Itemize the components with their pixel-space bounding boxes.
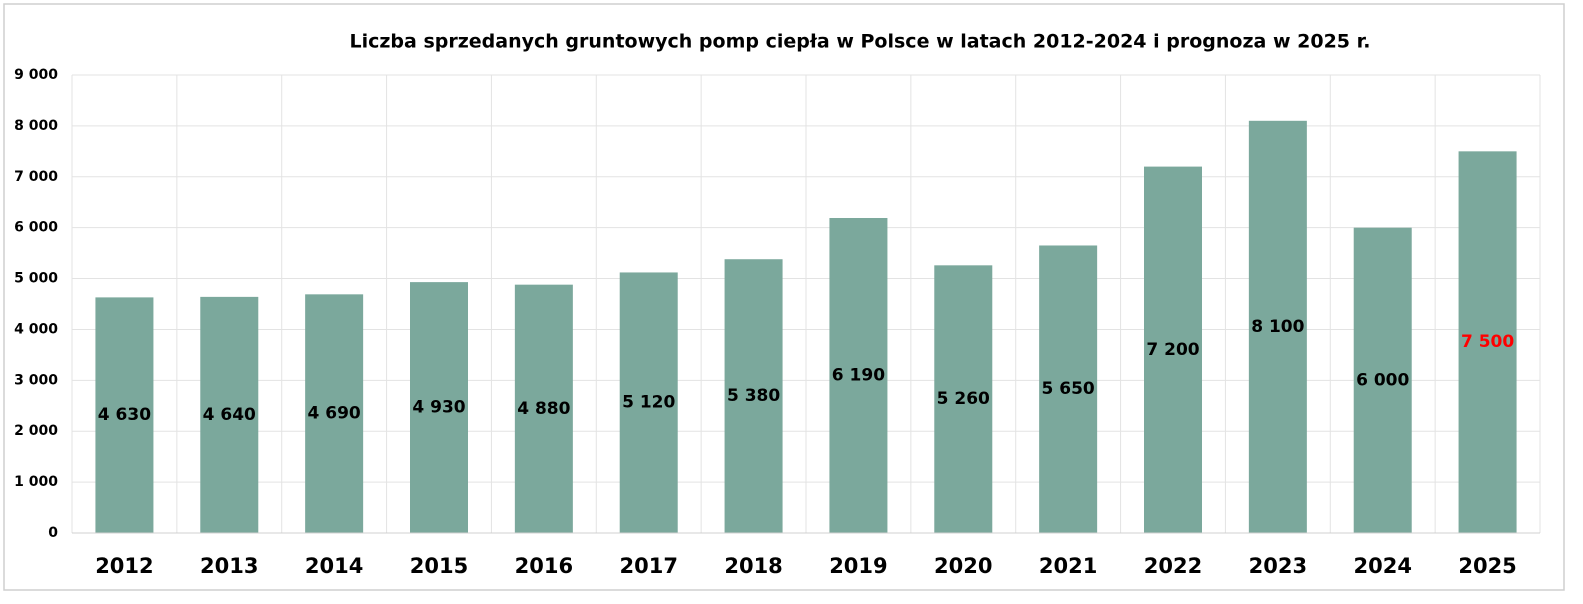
bar: [934, 265, 993, 533]
x-tick-label: 2020: [934, 554, 992, 578]
value-label: 5 120: [622, 393, 675, 413]
y-tick-label: 9 000: [14, 67, 58, 83]
x-tick-label: 2013: [200, 554, 258, 578]
x-tick-label: 2024: [1353, 554, 1411, 578]
chart-title: Liczba sprzedanych gruntowych pomp ciepł…: [349, 31, 1370, 53]
y-tick-label: 1 000: [14, 474, 58, 490]
bar: [1248, 120, 1307, 534]
bar: [305, 294, 364, 533]
bar: [829, 217, 888, 533]
value-label: 4 690: [308, 404, 361, 424]
bar: [410, 282, 468, 533]
x-tick-label: 2017: [619, 554, 677, 578]
x-tick-label: 2021: [1039, 554, 1097, 578]
bar: [514, 284, 573, 533]
value-label: 7 500: [1461, 332, 1514, 352]
y-tick-label: 2 000: [14, 423, 58, 439]
x-tick-label: 2023: [1249, 554, 1307, 578]
y-tick-label: 8 000: [14, 118, 58, 134]
y-tick-label: 6 000: [14, 220, 58, 236]
value-label: 4 630: [98, 405, 151, 425]
x-tick-label: 2018: [724, 554, 782, 578]
bar: [1353, 227, 1412, 533]
bar: [1144, 166, 1202, 533]
x-tick-label: 2025: [1458, 554, 1516, 578]
value-label: 4 880: [517, 399, 570, 419]
value-label: 5 380: [727, 386, 780, 406]
value-label: 4 930: [412, 398, 465, 418]
y-tick-label: 7 000: [14, 169, 58, 185]
x-tick-label: 2015: [410, 554, 468, 578]
value-label: 4 640: [203, 405, 256, 425]
y-tick-label: 5 000: [14, 271, 58, 287]
bar: [619, 272, 678, 533]
bar: [200, 296, 259, 533]
x-tick-label: 2014: [305, 554, 363, 578]
x-tick-label: 2022: [1144, 554, 1202, 578]
bar: [95, 297, 154, 533]
y-tick-label: 0: [48, 525, 58, 541]
x-tick-label: 2012: [95, 554, 153, 578]
bar: [1458, 151, 1517, 534]
y-tick-label: 3 000: [14, 372, 58, 388]
x-tick-label: 2016: [515, 554, 573, 578]
value-label: 8 100: [1251, 317, 1304, 337]
value-label: 5 260: [937, 389, 990, 409]
bar: [1039, 245, 1098, 533]
y-tick-label: 4 000: [14, 321, 58, 337]
value-label: 5 650: [1042, 379, 1095, 399]
value-label: 7 200: [1146, 340, 1199, 360]
value-label: 6 000: [1356, 370, 1409, 390]
bar: [724, 259, 783, 533]
x-tick-label: 2019: [829, 554, 887, 578]
value-label: 6 190: [832, 365, 885, 385]
